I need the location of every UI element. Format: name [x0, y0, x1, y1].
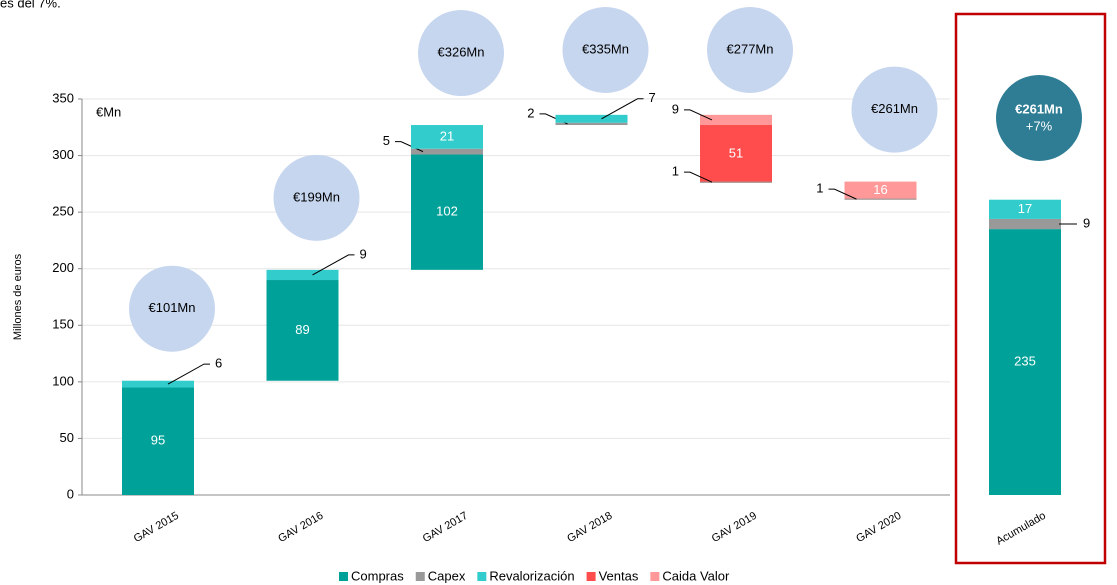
leader-line	[828, 188, 857, 200]
bar-segment	[555, 114, 628, 123]
y-tick-label: 350	[52, 90, 74, 105]
y-tick-label: 50	[60, 430, 74, 445]
bar-segment	[989, 199, 1061, 219]
total-label: €277Mn	[727, 41, 774, 56]
x-tick-label: GAV 2018	[565, 510, 614, 545]
total-bubble	[129, 265, 215, 352]
legend-label: Revalorización	[489, 568, 574, 583]
data-label: 95	[151, 433, 165, 448]
total-bubble-highlight	[996, 75, 1082, 161]
highlight-box	[954, 12, 1107, 565]
bar-segment	[989, 229, 1061, 495]
leader-line	[167, 363, 210, 385]
leader-line	[601, 98, 644, 120]
bar-segment	[411, 154, 483, 270]
data-label: 16	[873, 182, 887, 197]
y-tick-label: 300	[52, 147, 74, 162]
total-label: €199Mn	[293, 189, 340, 204]
bar-segment	[122, 380, 194, 388]
total-bubble	[562, 7, 649, 93]
total-label: €261Mn	[871, 101, 918, 116]
data-label: 9	[672, 101, 679, 116]
data-label: 21	[440, 128, 454, 143]
data-label: 9	[1083, 215, 1090, 230]
legend-label: Capex	[428, 568, 466, 583]
y-tick-label: 100	[52, 373, 74, 388]
bar-segment	[411, 125, 483, 149]
legend-swatch	[477, 572, 487, 581]
bar-segment	[122, 387, 194, 495]
x-tick-label: GAV 2019	[710, 510, 759, 545]
data-label: 9	[360, 246, 367, 261]
x-tick-label: GAV 2016	[276, 510, 325, 545]
legend-swatch	[339, 572, 348, 581]
leader-line	[312, 254, 355, 276]
bar-segment	[700, 114, 772, 126]
data-label: 2	[527, 105, 534, 120]
bar-segment	[844, 198, 917, 200]
legend-label: Caida Valor	[662, 568, 730, 583]
highlight-note: +7%	[1026, 118, 1053, 133]
bar-segment	[844, 181, 917, 200]
legend-swatch	[650, 572, 660, 581]
bar-segment	[700, 125, 772, 183]
total-bubble	[273, 154, 360, 241]
bar-segment	[411, 148, 483, 155]
bar-segment	[266, 280, 339, 381]
x-tick-label: Acumulado	[994, 510, 1048, 548]
legend-label: Compras	[351, 568, 404, 583]
leader-line	[684, 109, 713, 121]
total-bubble	[418, 10, 504, 97]
data-label: 1	[672, 164, 679, 179]
data-label: 7	[649, 90, 656, 105]
x-tick-label: GAV 2017	[421, 510, 470, 545]
data-label: 89	[295, 322, 309, 337]
leader-line	[684, 171, 713, 183]
bar-segment	[989, 218, 1061, 230]
unit-label: €Mn	[96, 104, 121, 119]
bar-segment	[555, 122, 628, 126]
total-bubble	[851, 66, 938, 153]
total-label: €101Mn	[149, 300, 196, 315]
data-label: 51	[729, 145, 743, 160]
caption: es del 7%.	[0, 0, 61, 10]
total-label: €326Mn	[438, 44, 485, 59]
x-tick-label: GAV 2015	[132, 510, 181, 545]
data-label: 5	[383, 133, 390, 148]
y-tick-label: 0	[67, 486, 74, 501]
data-label: 235	[1014, 353, 1036, 368]
total-label: €261Mn	[1015, 101, 1063, 116]
y-tick-label: 250	[52, 204, 74, 219]
legend-swatch	[586, 572, 596, 581]
total-bubble	[707, 7, 793, 93]
y-axis-label: Millones de euros	[12, 253, 24, 340]
data-label: 102	[436, 204, 458, 219]
x-tick-label: GAV 2020	[854, 510, 903, 545]
bar-segment	[266, 269, 339, 281]
data-label: 1	[816, 181, 823, 196]
legend-label: Ventas	[599, 568, 639, 583]
legend-swatch	[415, 572, 425, 581]
total-label: €335Mn	[582, 41, 629, 56]
data-label: 6	[215, 356, 222, 371]
y-tick-label: 150	[52, 317, 74, 332]
bar-segment	[700, 181, 772, 183]
y-tick-label: 200	[52, 260, 74, 275]
data-label: 17	[1018, 201, 1032, 216]
